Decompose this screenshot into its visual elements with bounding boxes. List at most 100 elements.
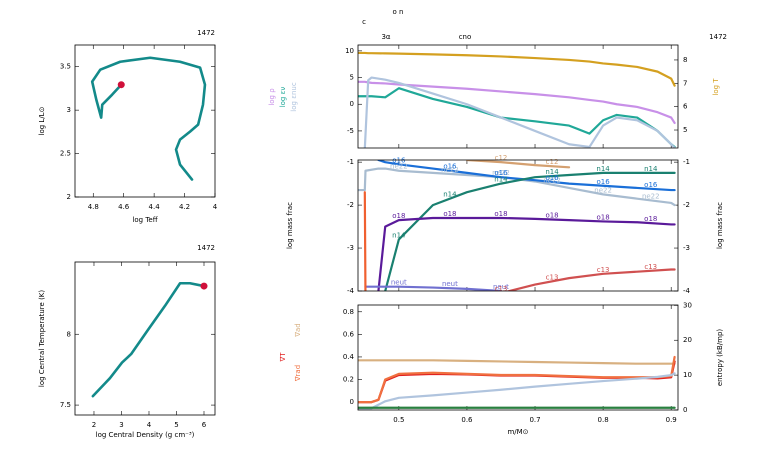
line-label: o18 xyxy=(545,211,558,219)
line-label: ne22 xyxy=(390,163,408,171)
y-tick-label: 2 xyxy=(67,193,71,201)
x-tick-label: 4.2 xyxy=(179,203,190,211)
x-tick-label: 4.8 xyxy=(88,203,99,211)
line-label: o18 xyxy=(597,213,610,221)
series-line xyxy=(384,171,676,291)
plot-frame xyxy=(357,159,679,292)
x-tick-label: 0.7 xyxy=(529,416,540,424)
series-line xyxy=(363,191,367,291)
line-label: c13 xyxy=(546,273,559,281)
plot-area xyxy=(90,56,207,181)
y-tick-label: 0.2 xyxy=(343,376,354,384)
line-label: o16 xyxy=(545,174,559,182)
line-label: n14 xyxy=(392,231,406,239)
series-line xyxy=(505,268,676,291)
y-tick-label: 3 xyxy=(67,106,71,114)
annotation: c xyxy=(362,18,366,26)
series-line xyxy=(363,76,676,148)
y-tick-label: 7.5 xyxy=(60,401,71,409)
line-label: o18 xyxy=(494,210,507,218)
plot-frame xyxy=(357,44,679,149)
annotation: o n xyxy=(393,8,404,16)
y-tick-label: 0.8 xyxy=(343,308,354,316)
line-label: c13 xyxy=(495,285,508,293)
y-axis-label: log L/L⊙ xyxy=(38,107,46,136)
line-label: o18 xyxy=(443,210,456,218)
series-line xyxy=(358,372,676,410)
line-label: c13 xyxy=(644,263,657,271)
line-label: o16 xyxy=(494,169,508,177)
legend-label: log εnuc xyxy=(290,82,298,112)
y-tick-label: 0 xyxy=(350,100,354,108)
y-tick-label: -5 xyxy=(347,127,354,135)
line-label: n14 xyxy=(443,191,457,199)
y-axis-label: log mass frac xyxy=(286,202,294,249)
x-axis-label: m/M⊙ xyxy=(507,428,528,436)
series-line xyxy=(358,80,676,125)
legend-label: ∇T xyxy=(279,352,287,363)
panel-title: 1472 xyxy=(709,33,727,41)
line-label: c12 xyxy=(495,154,508,162)
y2-tick-label: -3 xyxy=(683,244,690,252)
y2-tick-label: -2 xyxy=(683,201,690,209)
current-point xyxy=(117,81,125,89)
x-tick-label: 5 xyxy=(174,421,178,429)
legend-label: log T xyxy=(712,78,720,96)
panel-title: 1472 xyxy=(197,29,215,37)
x-tick-label: 4 xyxy=(147,421,152,429)
series-line xyxy=(377,160,676,192)
line-label: o16 xyxy=(597,178,611,186)
y2-tick-label: 8 xyxy=(683,56,687,64)
x-axis-label: log Teff xyxy=(132,216,157,224)
series-line xyxy=(358,359,676,365)
y2-tick-label: 7 xyxy=(683,79,687,87)
series-line xyxy=(377,216,676,291)
x-tick-label: 0.6 xyxy=(461,416,473,424)
plot-area xyxy=(358,160,676,291)
line-label: c13 xyxy=(597,266,610,274)
y-tick-label: 0.4 xyxy=(343,353,355,361)
y-tick-label: 3.5 xyxy=(60,63,71,71)
y-tick-label: -1 xyxy=(347,158,354,166)
line-label: o18 xyxy=(392,212,405,220)
plot-frame xyxy=(74,44,216,198)
annotation: 3α xyxy=(381,33,390,41)
y2-tick-label: 5 xyxy=(683,126,687,134)
line-label: neut xyxy=(391,279,407,287)
y2-tick-label: 20 xyxy=(683,336,692,344)
y2-axis-label: log mass frac xyxy=(716,202,724,249)
y2-tick-label: -4 xyxy=(683,287,691,295)
line-label: ne22 xyxy=(594,186,612,194)
legend-label: ∇rad xyxy=(294,365,302,382)
series-line xyxy=(358,87,676,148)
y-tick-label: -4 xyxy=(347,287,355,295)
legend-label: log εν xyxy=(279,87,287,108)
x-tick-label: 3 xyxy=(119,421,123,429)
y-axis-label: log Central Temperature (K) xyxy=(38,290,46,387)
plot-area xyxy=(91,281,206,398)
series-line xyxy=(465,160,571,169)
y-tick-label: 0 xyxy=(350,398,354,406)
series-line xyxy=(358,360,676,404)
series-line xyxy=(364,285,503,291)
y2-axis-label: entropy (kB/mp) xyxy=(716,329,724,387)
line-label: neut xyxy=(442,280,458,288)
y-tick-label: 2.5 xyxy=(60,150,71,158)
plot-frame xyxy=(74,261,216,416)
line-label: ne22 xyxy=(492,169,510,177)
line-label: o18 xyxy=(644,215,657,223)
y-tick-label: 10 xyxy=(345,47,354,55)
line-label: ne22 xyxy=(441,166,459,174)
y2-tick-label: -1 xyxy=(683,158,690,166)
line-label: n14 xyxy=(494,176,508,184)
y-tick-label: 5 xyxy=(350,74,354,82)
x-tick-label: 0.5 xyxy=(393,416,404,424)
x-tick-label: 0.9 xyxy=(666,416,677,424)
y-tick-label: 0.6 xyxy=(343,330,355,338)
x-axis-label: log Central Density (g cm⁻³) xyxy=(96,431,195,439)
y2-tick-label: 30 xyxy=(683,301,692,309)
annotation: cno xyxy=(459,33,472,41)
line-label: o16 xyxy=(644,181,658,189)
y-tick-label: -2 xyxy=(347,201,354,209)
